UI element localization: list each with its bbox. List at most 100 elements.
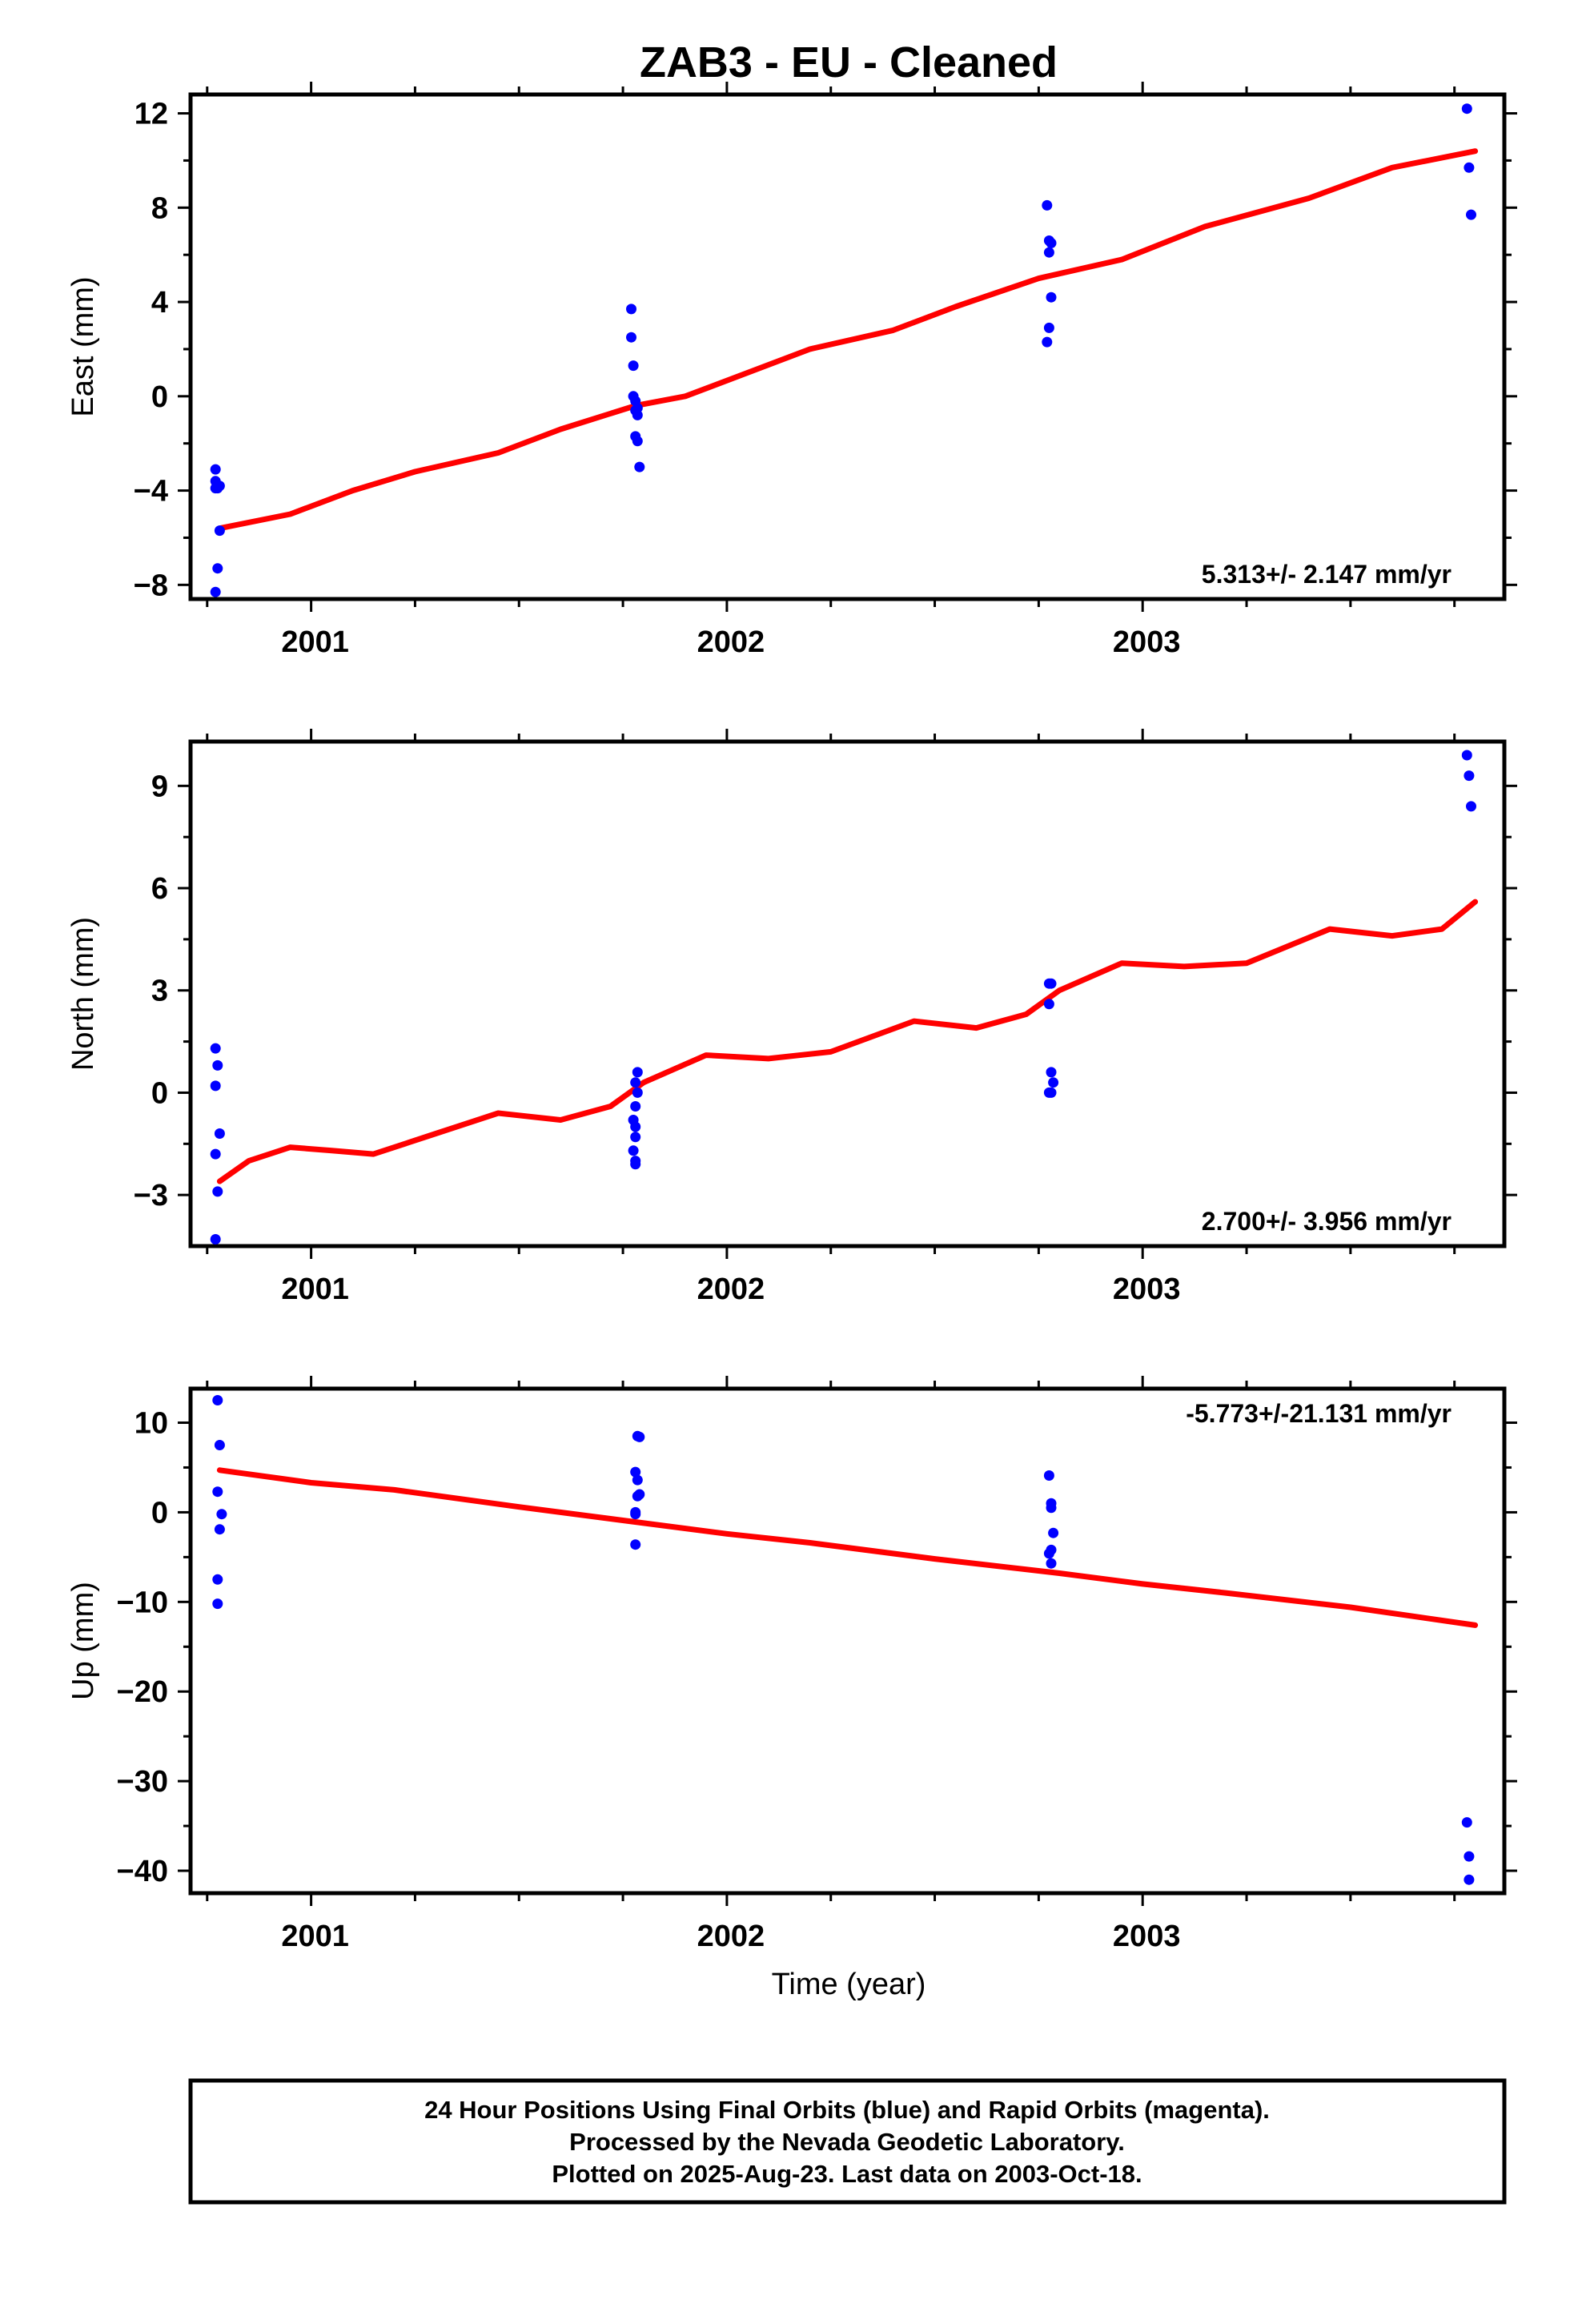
east-data-point bbox=[210, 464, 221, 475]
north-x-tick-label: 2002 bbox=[697, 1273, 765, 1306]
up-data-point bbox=[632, 1490, 643, 1502]
east-y-tick-label: −4 bbox=[134, 475, 168, 509]
east-y-tick-label: 12 bbox=[135, 98, 168, 131]
east-data-point bbox=[1043, 247, 1054, 258]
north-data-point bbox=[630, 1159, 641, 1170]
north-data-point bbox=[1466, 801, 1476, 812]
up-data-point bbox=[214, 1440, 225, 1450]
north-y-tick-label: 0 bbox=[151, 1076, 168, 1110]
east-data-point bbox=[1464, 162, 1475, 173]
east-data-point bbox=[212, 563, 223, 574]
up-x-tick-label: 2003 bbox=[1113, 1920, 1181, 1953]
panel-up: 2001 2002 2003 −40 −30 −20 −10 0 10 Up (mm) -5.773… bbox=[66, 1376, 1517, 1953]
east-data-point bbox=[214, 525, 225, 537]
north-data-point bbox=[630, 1132, 641, 1143]
north-data-point bbox=[1043, 1087, 1054, 1098]
north-data-point bbox=[1046, 1067, 1057, 1078]
up-data-point bbox=[212, 1486, 223, 1498]
east-y-axis-label: East (mm) bbox=[66, 276, 100, 416]
up-y-tick-label: −10 bbox=[117, 1586, 168, 1619]
north-data-point bbox=[1461, 750, 1472, 761]
up-data-point bbox=[1464, 1874, 1475, 1885]
north-x-tick-label: 2001 bbox=[281, 1273, 349, 1306]
east-x-tick-label: 2001 bbox=[281, 625, 349, 659]
east-frame bbox=[188, 92, 1507, 601]
north-data-point bbox=[630, 1101, 641, 1112]
east-x-tick-label: 2002 bbox=[697, 625, 765, 659]
footer-frame bbox=[188, 2078, 1507, 2205]
up-data-point bbox=[214, 1524, 225, 1535]
up-y-tick-label: 0 bbox=[151, 1496, 168, 1530]
up-y-tick-label: −40 bbox=[117, 1855, 168, 1888]
north-data-point bbox=[632, 1087, 643, 1098]
north-x-tick-label: 2003 bbox=[1113, 1273, 1181, 1306]
north-y-tick-label: −3 bbox=[134, 1179, 168, 1212]
east-y-tick-label: 8 bbox=[151, 191, 168, 225]
up-data-point bbox=[1046, 1502, 1057, 1514]
east-y-tick-label: 4 bbox=[151, 286, 168, 320]
x-axis-label: Time (year) bbox=[772, 1968, 926, 2001]
east-data-point bbox=[1046, 238, 1057, 248]
east-data-point bbox=[632, 409, 643, 420]
up-data-point bbox=[630, 1466, 641, 1478]
footer-line-1: 24 Hour Positions Using Final Orbits (bl… bbox=[424, 2096, 1270, 2124]
up-model-line bbox=[216, 1467, 1479, 1628]
north-data-point bbox=[632, 1067, 643, 1078]
up-data-point bbox=[216, 1509, 227, 1520]
north-rate-label: 2.700+/- 3.956 mm/yr bbox=[1202, 1207, 1452, 1236]
up-x-tick-label: 2001 bbox=[281, 1920, 349, 1953]
north-data-point bbox=[210, 1148, 221, 1160]
east-data-point bbox=[210, 483, 221, 494]
east-data-point bbox=[1042, 199, 1053, 211]
east-y-tick-label: 0 bbox=[151, 380, 168, 414]
north-data-point bbox=[1048, 1077, 1059, 1088]
footer-box: 24 Hour Positions Using Final Orbits (bl… bbox=[188, 2078, 1507, 2205]
up-data-point bbox=[212, 1395, 223, 1405]
east-data-point bbox=[1461, 103, 1472, 115]
north-data-point bbox=[628, 1145, 639, 1156]
east-data-point bbox=[634, 461, 645, 472]
east-x-tick-label: 2003 bbox=[1113, 625, 1181, 659]
panel-north: 2001 2002 2003 −3 0 3 6 9 North (mm) 2.700+/- 3.9… bbox=[66, 729, 1517, 1306]
east-model-line bbox=[216, 148, 1479, 532]
up-data-point bbox=[1046, 1558, 1057, 1569]
east-data-point bbox=[210, 586, 221, 597]
panel-east: 2001 2002 2003 −8 −4 0 4 8 12 East (mm) 5.313+/- 2… bbox=[66, 82, 1517, 659]
north-data-point bbox=[210, 1234, 221, 1244]
north-data-point bbox=[1046, 978, 1057, 989]
up-y-axis-label: Up (mm) bbox=[66, 1582, 100, 1700]
north-data-point bbox=[630, 1077, 641, 1088]
east-data-point bbox=[1046, 292, 1057, 303]
north-data-point bbox=[212, 1186, 223, 1197]
up-data-point bbox=[1461, 1817, 1472, 1828]
up-data-point bbox=[630, 1509, 641, 1520]
east-data-point bbox=[628, 360, 639, 372]
north-frame bbox=[188, 739, 1507, 1248]
up-rate-label: -5.773+/-21.131 mm/yr bbox=[1186, 1399, 1452, 1428]
chart-title: ZAB3 - EU - Cleaned bbox=[640, 38, 1058, 86]
east-y-tick-label: −8 bbox=[134, 569, 168, 602]
up-data-point bbox=[632, 1474, 643, 1486]
up-data-point bbox=[1043, 1548, 1054, 1559]
east-data-point bbox=[626, 304, 636, 315]
north-data-point bbox=[630, 1121, 641, 1132]
north-data-point bbox=[210, 1080, 221, 1092]
footer-line-3: Plotted on 2025-Aug-23. Last data on 200… bbox=[552, 2160, 1142, 2188]
up-x-tick-label: 2002 bbox=[697, 1920, 765, 1953]
east-rate-label: 5.313+/- 2.147 mm/yr bbox=[1202, 560, 1452, 589]
east-data-point bbox=[626, 332, 636, 343]
up-data-point bbox=[1043, 1470, 1054, 1481]
up-data-point bbox=[212, 1598, 223, 1610]
north-y-tick-label: 9 bbox=[151, 770, 168, 803]
up-y-tick-label: −30 bbox=[117, 1765, 168, 1799]
up-data-point bbox=[634, 1431, 645, 1442]
north-data-point bbox=[1464, 770, 1475, 782]
up-y-tick-label: 10 bbox=[135, 1407, 168, 1441]
up-data-point bbox=[1048, 1527, 1059, 1538]
up-frame bbox=[188, 1386, 1507, 1896]
footer-line-2: Processed by the Nevada Geodetic Laborat… bbox=[569, 2128, 1125, 2156]
north-data-point bbox=[214, 1128, 225, 1139]
up-data-point bbox=[1464, 1851, 1475, 1862]
up-y-tick-label: −20 bbox=[117, 1675, 168, 1709]
